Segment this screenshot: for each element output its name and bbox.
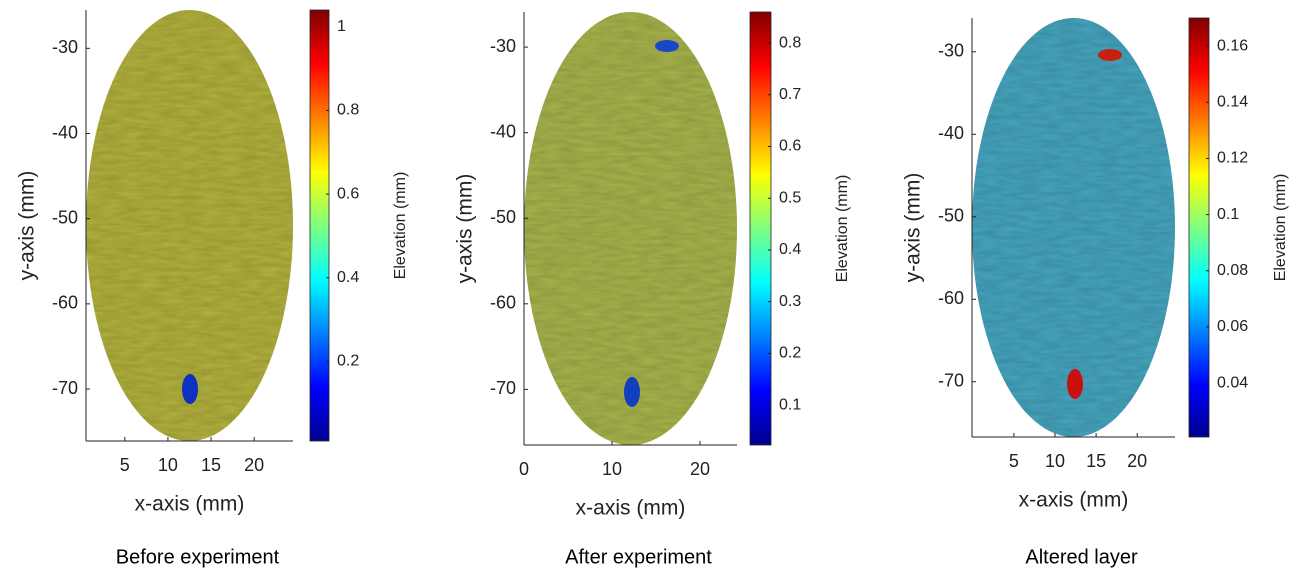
colorbar-tick-label: 0.8 <box>337 102 359 119</box>
colorbar-tick-label: 0.14 <box>1217 93 1248 110</box>
x-tick-label: 10 <box>602 459 622 479</box>
colorbar-tick-label: 0.8 <box>779 34 801 51</box>
y-axis-label: y-axis (mm) <box>902 173 925 283</box>
x-tick-label: 5 <box>120 455 130 475</box>
colorbar-tick-label: 0.6 <box>779 138 801 155</box>
y-tick-label: -50 <box>52 207 78 227</box>
colorbar <box>309 9 330 442</box>
x-tick-label: 10 <box>1045 451 1065 471</box>
colorbar-tick-label: 0.7 <box>779 86 801 103</box>
y-tick-label: -60 <box>490 293 516 313</box>
x-tick-label: 20 <box>244 455 264 475</box>
colorbar-tick-label: 0.5 <box>779 189 801 206</box>
colorbar-label: Elevation (mm) <box>834 175 851 283</box>
caption: Altered layer <box>1025 546 1138 568</box>
y-tick-label: -30 <box>490 36 516 56</box>
y-tick-label: -40 <box>938 123 964 143</box>
colorbar-tick-label: 0.4 <box>779 241 801 258</box>
colorbar-tick-label: 0.04 <box>1217 374 1248 391</box>
x-axis-label: x-axis (mm) <box>135 493 245 516</box>
x-tick-label: 15 <box>201 455 221 475</box>
x-axis-label: x-axis (mm) <box>1019 489 1129 512</box>
colorbar <box>1188 17 1210 438</box>
colorbar-tick-label: 0.2 <box>779 345 801 362</box>
y-tick-label: -30 <box>938 41 964 61</box>
colorbar-tick-label: 1 <box>337 18 346 35</box>
defect <box>655 40 679 52</box>
y-tick-label: -50 <box>938 206 964 226</box>
defect <box>624 377 640 407</box>
colorbar-tick-label: 0.12 <box>1217 150 1248 167</box>
colorbar-tick-label: 0.3 <box>779 293 801 310</box>
defect <box>1098 49 1122 61</box>
colorbar-label: Elevation (mm) <box>392 172 409 280</box>
colorbar-label: Elevation (mm) <box>1272 174 1289 282</box>
y-tick-label: -40 <box>52 122 78 142</box>
x-tick-label: 15 <box>1086 451 1106 471</box>
colorbar-tick-label: 0.4 <box>337 269 359 286</box>
x-tick-label: 20 <box>690 459 710 479</box>
x-tick-label: 20 <box>1127 451 1147 471</box>
x-tick-label: 5 <box>1009 451 1019 471</box>
x-tick-label: 0 <box>519 459 529 479</box>
y-tick-label: -40 <box>490 121 516 141</box>
y-tick-label: -70 <box>52 378 78 398</box>
caption: After experiment <box>565 546 712 568</box>
colorbar-tick-label: 0.2 <box>337 353 359 370</box>
surface-map <box>524 12 737 445</box>
y-tick-label: -30 <box>52 37 78 57</box>
y-axis-label: y-axis (mm) <box>454 174 477 284</box>
surface-map <box>972 18 1175 437</box>
y-tick-label: -50 <box>490 207 516 227</box>
colorbar-tick-label: 0.6 <box>337 185 359 202</box>
x-tick-label: 10 <box>158 455 178 475</box>
y-tick-label: -60 <box>52 293 78 313</box>
caption: Before experiment <box>116 546 280 568</box>
colorbar-tick-label: 0.1 <box>1217 206 1239 223</box>
x-axis-label: x-axis (mm) <box>576 497 686 520</box>
y-tick-label: -60 <box>938 288 964 308</box>
defect <box>1067 369 1083 399</box>
y-tick-label: -70 <box>490 378 516 398</box>
colorbar-tick-label: 0.08 <box>1217 262 1248 279</box>
colorbar-tick-label: 0.16 <box>1217 37 1248 54</box>
y-axis-label: y-axis (mm) <box>16 171 39 281</box>
y-tick-label: -70 <box>938 370 964 390</box>
surface-map <box>86 10 293 441</box>
colorbar <box>749 11 772 446</box>
defect <box>182 374 198 404</box>
colorbar-tick-label: 0.1 <box>779 396 801 413</box>
colorbar-tick-label: 0.06 <box>1217 318 1248 335</box>
